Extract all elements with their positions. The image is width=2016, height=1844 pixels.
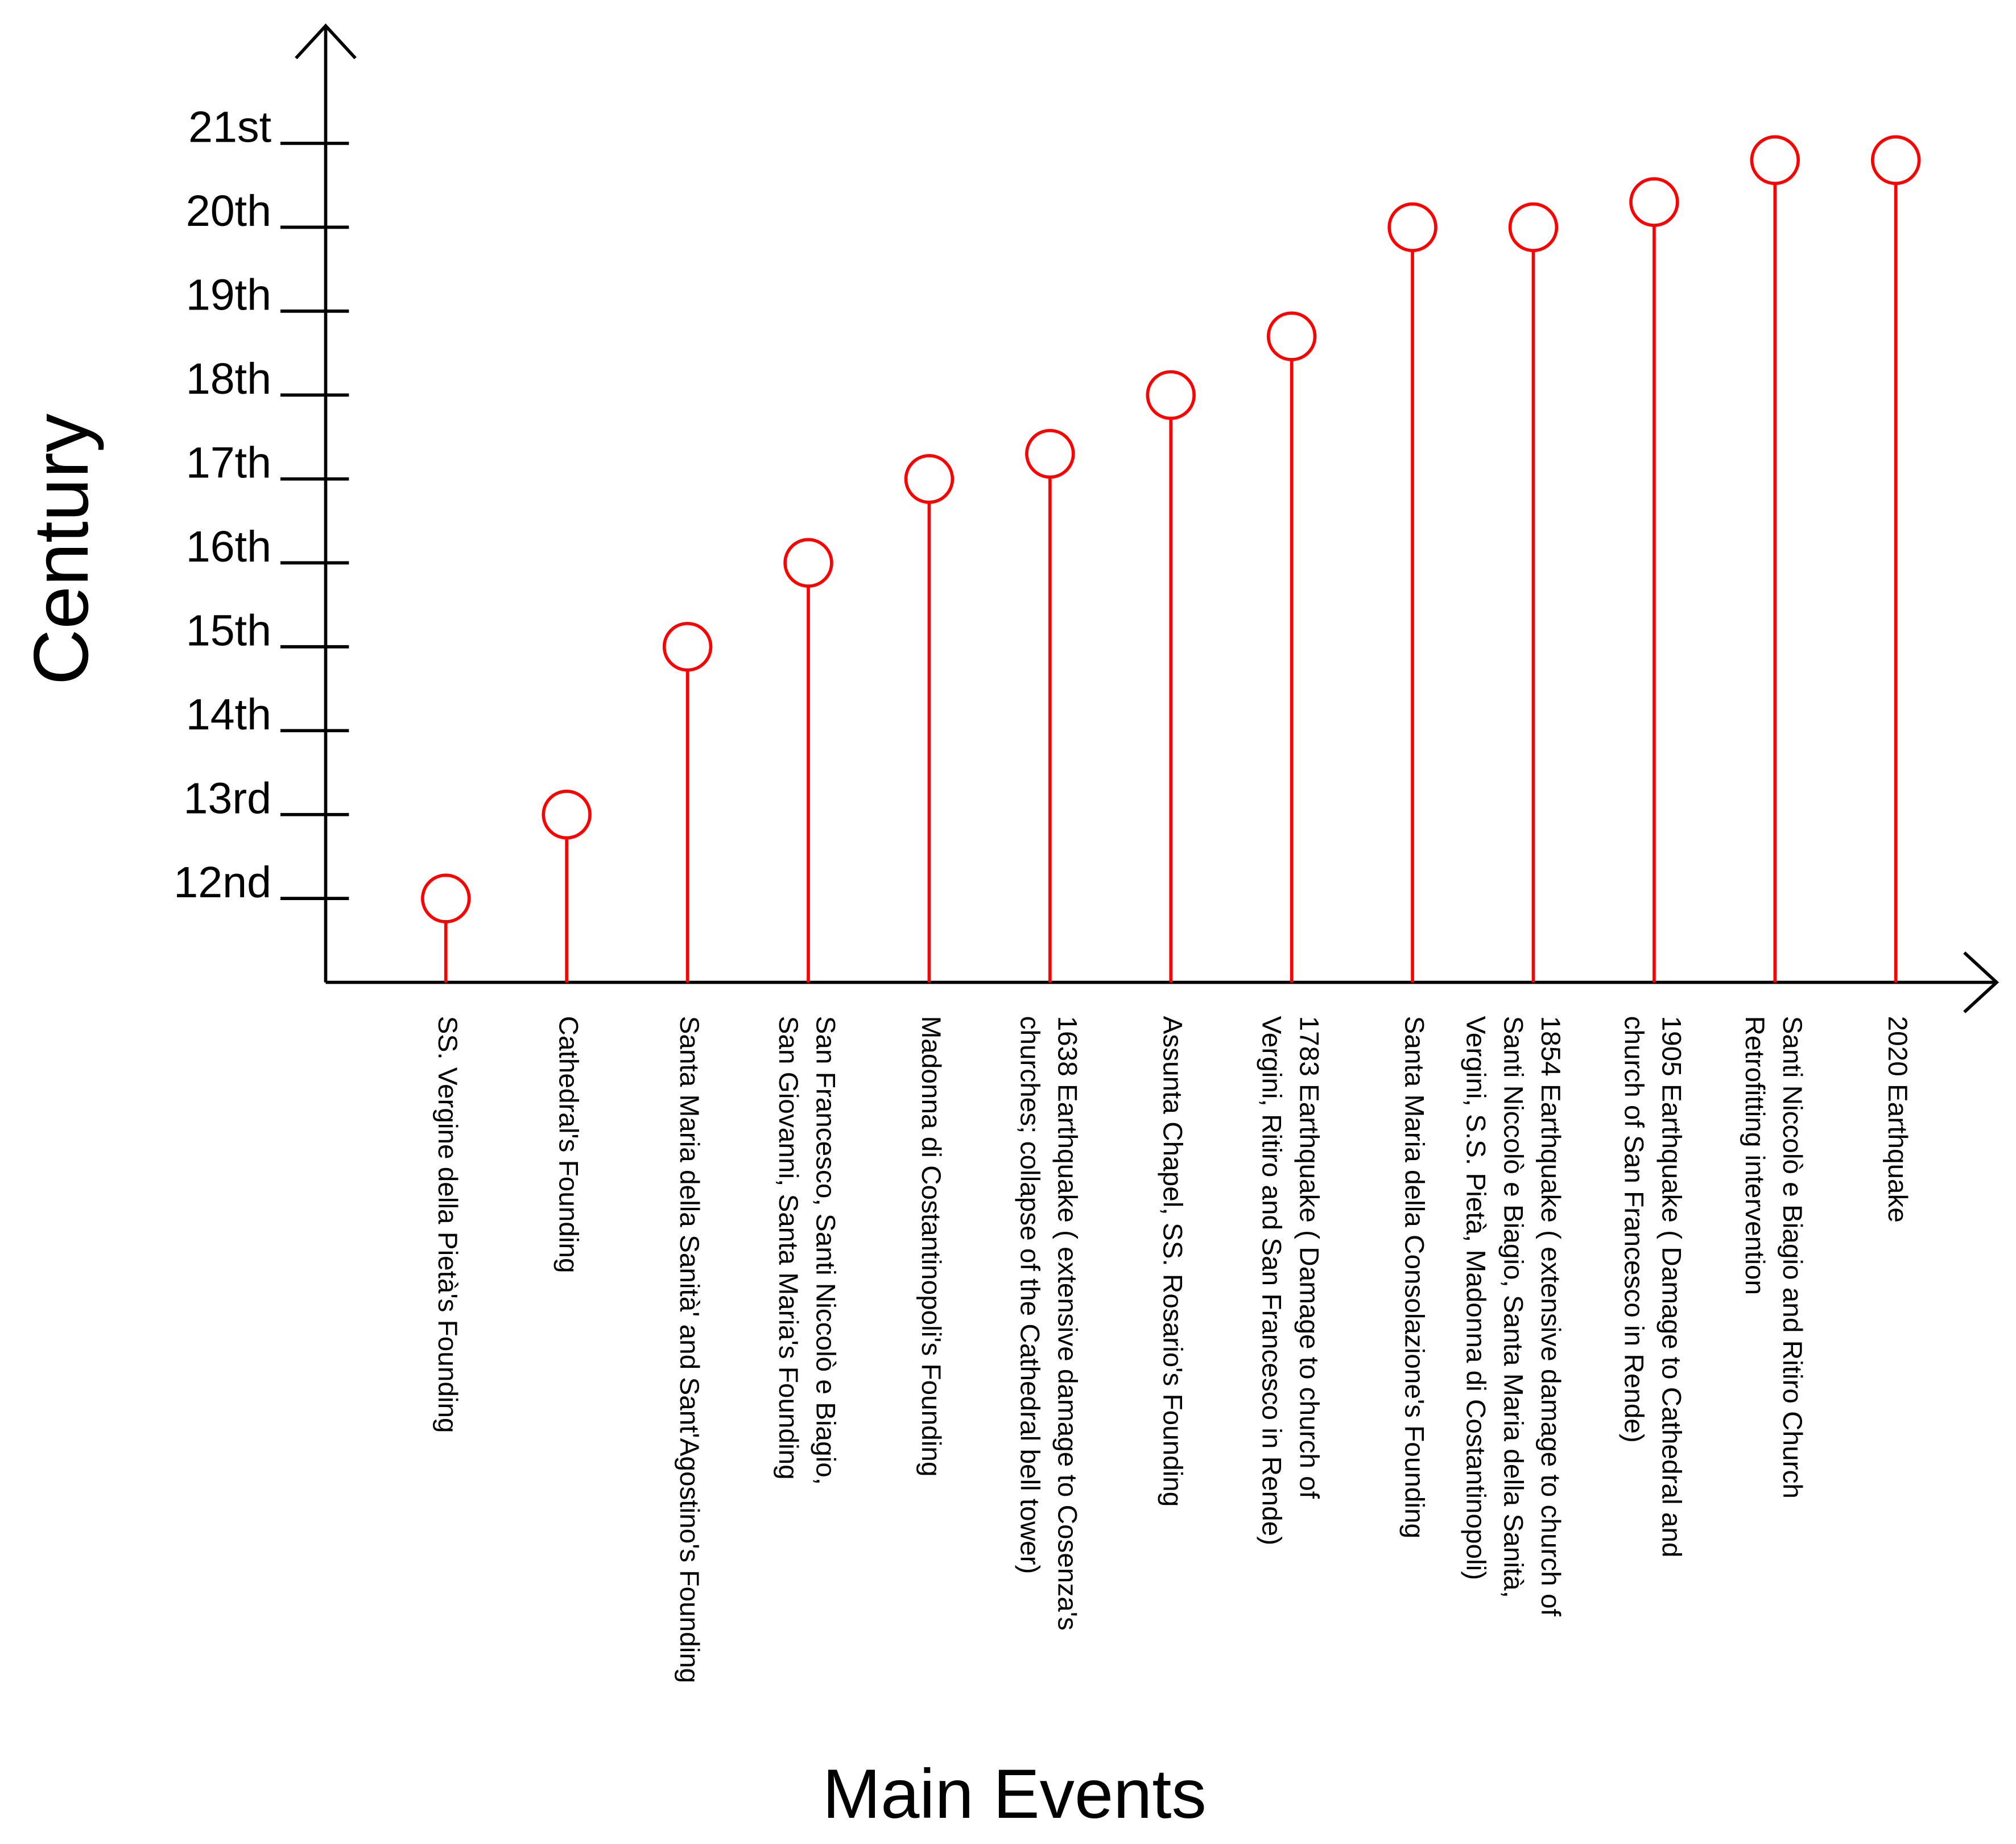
marker (904, 454, 955, 504)
x-tick-label: San Giovanni, Santa Maria's Founding (773, 1016, 803, 1480)
x-tick-label: Madonna di Costantinopoli's Founding (916, 1016, 946, 1477)
x-tick-label: 1905 Earthquake ( Damage to Cathedral an… (1656, 1016, 1687, 1558)
marker (1750, 135, 1800, 185)
y-tick-label: 16th (186, 522, 271, 571)
x-tick-label: Retrofitting intervention (1740, 1016, 1770, 1295)
x-tick-label: 1783 Earthquake ( Damage to church of (1294, 1016, 1324, 1499)
marker (1266, 311, 1317, 361)
marker (662, 621, 713, 672)
x-tick-label: Santa Maria della Consolazione's Foundin… (1399, 1016, 1429, 1538)
x-tick-label: Santi Niccolò e Biagio and Ritiro Church (1777, 1016, 1807, 1499)
y-tick-label: 21st (188, 103, 271, 152)
y-tick-label: 15th (186, 606, 271, 655)
x-tick-label: churches; collapse of the Cathedral bell… (1015, 1016, 1045, 1574)
x-axis-title: Main Events (823, 1755, 1207, 1833)
y-axis-arrow (295, 23, 357, 60)
y-tick-label: 20th (186, 187, 271, 236)
marker (421, 873, 471, 923)
x-tick-label: Vergini, S.S. Pietà, Madonna di Costanti… (1460, 1016, 1490, 1580)
marker (1025, 428, 1075, 479)
x-tick-label: 1638 Earthquake ( extensive damage to Co… (1052, 1016, 1083, 1631)
y-tick-label: 17th (186, 438, 271, 487)
y-axis-title: Century (18, 414, 104, 685)
y-tick-label: 18th (186, 354, 271, 403)
x-axis-arrow (1963, 951, 2000, 1013)
marker (1508, 202, 1559, 253)
y-tick-label: 14th (186, 690, 271, 739)
marker (783, 538, 833, 588)
x-tick-label: Cathedral's Founding (553, 1016, 584, 1273)
y-tick-label: 13rd (183, 774, 271, 823)
y-tick-label: 19th (186, 271, 271, 320)
marker (542, 789, 592, 840)
y-tick-label: 12nd (173, 858, 271, 907)
marker (1387, 202, 1437, 253)
x-tick-label: Assunta Chapel, SS. Rosario's Founding (1158, 1016, 1188, 1507)
x-tick-label: 2020 Earthquake (1882, 1016, 1912, 1223)
x-tick-label: 1854 Earthquake ( extensive damage to ch… (1535, 1016, 1565, 1617)
marker (1870, 135, 1921, 185)
x-tick-label: SS. Vergine della Pietà's Founding (432, 1016, 462, 1433)
x-tick-label: Santa Maria della Sanità' and Sant'Agost… (674, 1016, 704, 1684)
x-tick-label: San Francesco, Santi Niccolò e Biagio, (811, 1016, 841, 1485)
x-tick-label: Santi Niccolò e Biagio, Santa Maria dell… (1498, 1016, 1528, 1598)
marker (1146, 370, 1196, 420)
x-tick-label: Vergini, Ritiro and San Francesco in Ren… (1256, 1016, 1286, 1545)
marker (1629, 177, 1679, 227)
x-tick-label: church of San Francesco in Rende) (1619, 1016, 1649, 1443)
